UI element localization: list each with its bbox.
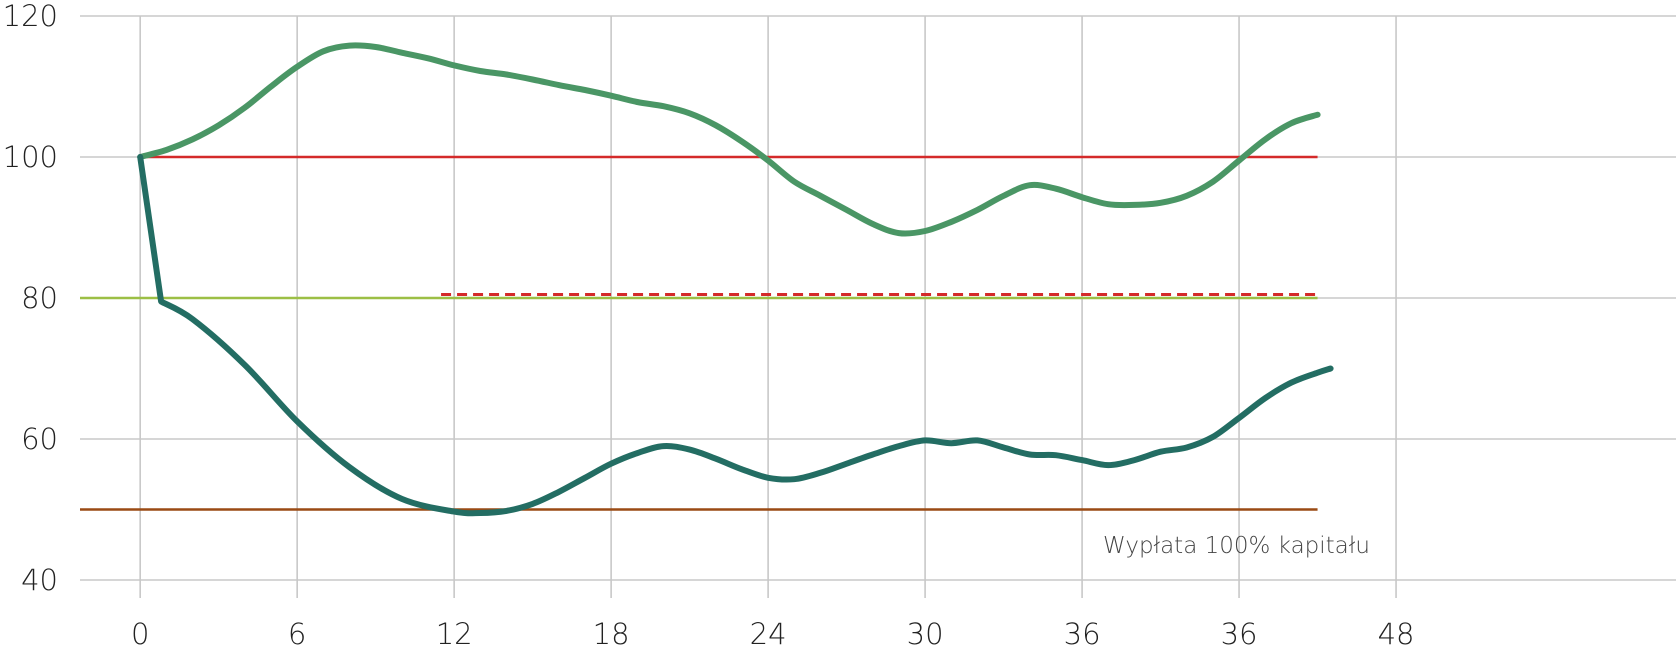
x-tick-label: 6 <box>288 617 306 651</box>
y-tick-label: 60 <box>21 422 58 456</box>
y-tick-label: 80 <box>21 281 58 315</box>
reference-lines <box>80 155 1318 511</box>
x-tick-label: 30 <box>907 617 944 651</box>
y-tick-label: 100 <box>3 140 58 174</box>
y-tick-label: 120 <box>3 0 58 33</box>
annotations: Wypłata 100% kapitału <box>1103 533 1370 559</box>
x-tick-label: 36 <box>1221 617 1258 651</box>
series-line-1 <box>137 42 1321 237</box>
x-tick-labels: 0 6 12 18 24 30 36 36 48 <box>131 617 1415 651</box>
x-tick-label: 18 <box>593 617 630 651</box>
x-tick-label: 36 <box>1064 617 1101 651</box>
y-tick-label: 40 <box>21 563 58 597</box>
x-gridlines <box>139 16 1397 598</box>
x-tick-label: 24 <box>750 617 787 651</box>
x-tick-label: 0 <box>131 617 149 651</box>
series-lines <box>137 42 1334 517</box>
x-tick-label: 48 <box>1378 617 1415 651</box>
x-tick-label: 12 <box>436 617 473 651</box>
y-tick-labels: 40 60 80 100 120 <box>3 0 58 597</box>
annotation-label: Wypłata 100% kapitału <box>1103 533 1370 559</box>
series-line-2 <box>137 154 1334 517</box>
